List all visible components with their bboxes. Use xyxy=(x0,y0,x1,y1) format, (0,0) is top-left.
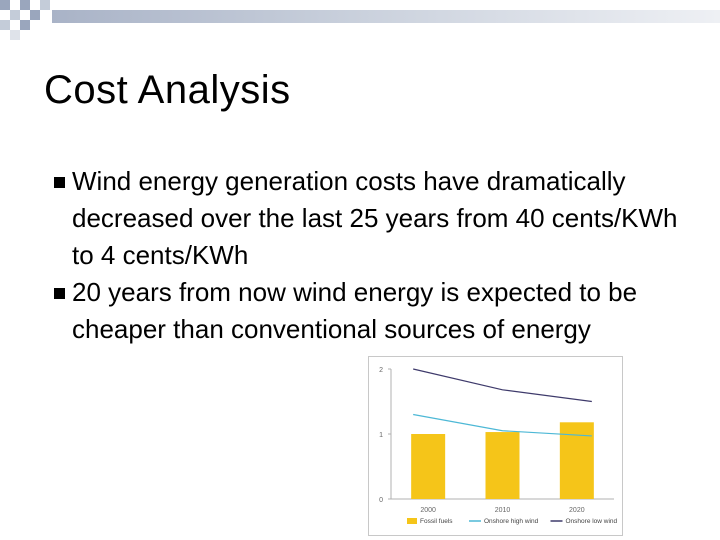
legend-label: Onshore low wind xyxy=(566,518,618,525)
line-onshore-low-wind xyxy=(413,368,592,403)
legend-label: Fossil fuels xyxy=(420,518,453,525)
x-tick-label: 2020 xyxy=(569,507,585,514)
slide-title: Cost Analysis xyxy=(44,68,291,112)
legend-label: Onshore high wind xyxy=(484,518,539,525)
y-tick-label: 0 xyxy=(379,497,383,504)
line-onshore-high-wind xyxy=(413,413,592,437)
y-tick-label: 1 xyxy=(379,432,383,439)
bullet-square-icon xyxy=(54,177,65,188)
bullet-item: 20 years from now wind energy is expecte… xyxy=(54,274,698,348)
y-tick-label: 2 xyxy=(379,367,383,374)
x-tick-label: 2010 xyxy=(495,507,511,514)
wind-cost-chart: 0 1 2 2000 2010 2020 Fossil fuels Onshore high … xyxy=(368,356,623,536)
header-band-decoration xyxy=(52,10,720,23)
bullet-square-icon xyxy=(54,288,65,299)
bullet-text: Wind energy generation costs have dramat… xyxy=(72,166,678,270)
bar-fossil-fuels xyxy=(485,432,520,499)
bullet-list: Wind energy generation costs have dramat… xyxy=(54,163,698,348)
bullet-item: Wind energy generation costs have dramat… xyxy=(54,163,698,274)
chart-canvas: 0 1 2 2000 2010 2020 Fossil fuels Onshore high … xyxy=(379,367,618,525)
x-tick-label: 2000 xyxy=(420,507,436,514)
corner-checker-decoration xyxy=(0,0,60,44)
bar-fossil-fuels xyxy=(411,434,446,499)
bullet-text: 20 years from now wind energy is expecte… xyxy=(72,277,638,344)
legend-swatch xyxy=(407,518,417,524)
